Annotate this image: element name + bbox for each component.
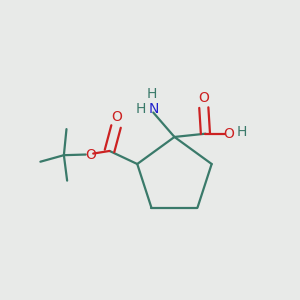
Text: H: H (146, 87, 157, 100)
Text: O: O (85, 148, 96, 161)
Text: O: O (223, 127, 234, 141)
Text: H: H (136, 102, 146, 116)
Text: O: O (111, 110, 122, 124)
Text: N: N (149, 102, 159, 116)
Text: H: H (237, 125, 247, 139)
Text: O: O (198, 92, 209, 106)
